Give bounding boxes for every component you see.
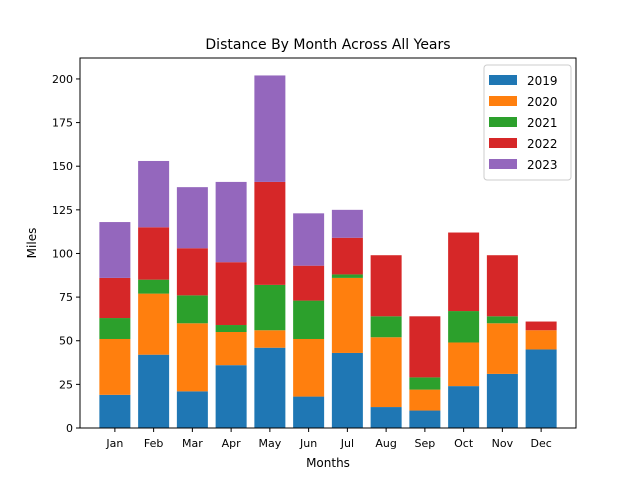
x-tick-label-jul: Jul: [340, 437, 354, 450]
bar-2022-oct: [448, 233, 479, 312]
bar-2019-dec: [526, 349, 557, 428]
bar-2020-nov: [487, 323, 518, 374]
bar-2019-feb: [138, 355, 169, 428]
x-tick-label-feb: Feb: [144, 437, 163, 450]
bar-2020-aug: [371, 337, 402, 407]
x-axis: Jan Feb Mar Apr May Jun Jul Aug Sep Oct Nov Dec: [105, 428, 551, 450]
bar-2022-jul: [332, 238, 363, 275]
bar-2021-mar: [177, 295, 208, 323]
x-tick-label-aug: Aug: [375, 437, 396, 450]
bar-2022-apr: [216, 262, 247, 325]
bar-2023-mar: [177, 187, 208, 248]
bar-2020-feb: [138, 294, 169, 355]
bar-2021-oct: [448, 311, 479, 342]
bar-2022-feb: [138, 227, 169, 279]
bar-2020-sep: [409, 390, 440, 411]
x-tick-label-oct: Oct: [454, 437, 474, 450]
y-tick-label: 0: [66, 422, 73, 435]
bar-2020-may: [254, 330, 285, 347]
x-tick-label-jan: Jan: [105, 437, 123, 450]
y-tick-label: 25: [59, 378, 73, 391]
x-tick-label-dec: Dec: [530, 437, 551, 450]
bar-2019-sep: [409, 411, 440, 428]
y-tick-label: 200: [52, 73, 73, 86]
bar-2022-aug: [371, 255, 402, 316]
x-axis-label: Months: [306, 456, 350, 470]
bar-2019-aug: [371, 407, 402, 428]
bar-2020-jan: [99, 339, 130, 395]
bar-2019-jan: [99, 395, 130, 428]
bar-2023-jun: [293, 213, 324, 265]
y-axis: 0 25 50 75 100 125 150 175 200: [52, 73, 80, 435]
legend-swatch-2023: [489, 159, 517, 169]
bar-2019-may: [254, 348, 285, 428]
bar-2022-jan: [99, 278, 130, 318]
bar-2020-dec: [526, 330, 557, 349]
bar-2022-dec: [526, 322, 557, 331]
bar-2023-feb: [138, 161, 169, 227]
y-tick-label: 50: [59, 335, 73, 348]
bar-2023-apr: [216, 182, 247, 262]
legend-label-2019: 2019: [527, 74, 558, 88]
bar-2022-sep: [409, 316, 440, 377]
x-tick-label-may: May: [259, 437, 282, 450]
x-tick-label-jun: Jun: [299, 437, 317, 450]
bar-2020-jun: [293, 339, 324, 397]
bar-2019-oct: [448, 386, 479, 428]
y-tick-label: 175: [52, 117, 73, 130]
bar-2021-jan: [99, 318, 130, 339]
bar-2023-may: [254, 75, 285, 181]
bar-2020-oct: [448, 342, 479, 386]
bar-2019-apr: [216, 365, 247, 428]
legend-label-2022: 2022: [527, 137, 558, 151]
bar-2022-may: [254, 182, 285, 285]
x-tick-label-nov: Nov: [492, 437, 514, 450]
bar-2021-feb: [138, 280, 169, 294]
bar-2022-nov: [487, 255, 518, 316]
legend: 2019 2020 2021 2022 2023: [484, 65, 571, 180]
y-tick-label: 150: [52, 160, 73, 173]
legend-swatch-2019: [489, 75, 517, 85]
chart-title: Distance By Month Across All Years: [205, 37, 450, 53]
bar-2020-jul: [332, 278, 363, 353]
legend-swatch-2020: [489, 96, 517, 106]
bar-2023-jul: [332, 210, 363, 238]
bar-2020-apr: [216, 332, 247, 365]
y-tick-label: 100: [52, 247, 73, 260]
bar-2020-mar: [177, 323, 208, 391]
bar-2021-nov: [487, 316, 518, 323]
bar-2019-mar: [177, 391, 208, 428]
bar-2022-jun: [293, 266, 324, 301]
legend-swatch-2021: [489, 117, 517, 127]
legend-label-2021: 2021: [527, 116, 558, 130]
y-tick-label: 75: [59, 291, 73, 304]
bar-2021-jul: [332, 274, 363, 277]
legend-label-2020: 2020: [527, 95, 558, 109]
x-tick-label-sep: Sep: [415, 437, 436, 450]
bar-2021-sep: [409, 377, 440, 389]
bar-2021-aug: [371, 316, 402, 337]
bar-2021-jun: [293, 301, 324, 339]
y-axis-label: Miles: [25, 228, 39, 259]
y-tick-label: 125: [52, 204, 73, 217]
bar-2022-mar: [177, 248, 208, 295]
legend-label-2023: 2023: [527, 158, 558, 172]
bar-2019-jul: [332, 353, 363, 428]
x-tick-label-apr: Apr: [222, 437, 242, 450]
bar-2021-may: [254, 285, 285, 330]
bar-2021-apr: [216, 325, 247, 332]
bar-2019-nov: [487, 374, 518, 428]
bar-2023-jan: [99, 222, 130, 278]
bar-2019-jun: [293, 397, 324, 428]
legend-swatch-2022: [489, 138, 517, 148]
x-tick-label-mar: Mar: [182, 437, 203, 450]
